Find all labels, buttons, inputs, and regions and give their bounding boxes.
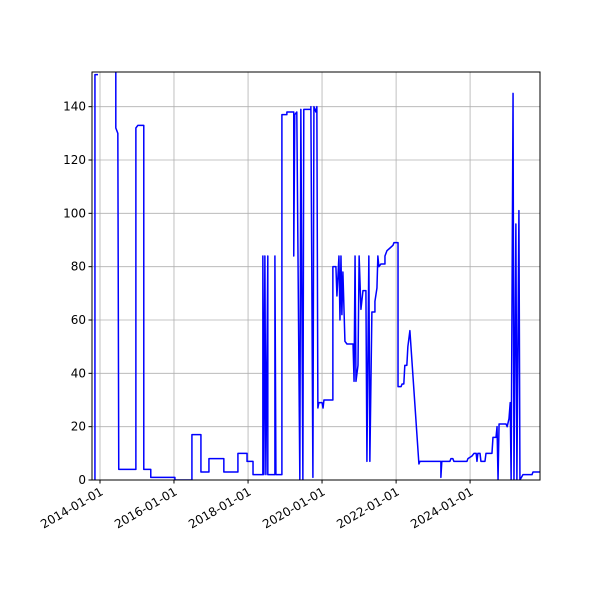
x-tick-label: 2022-01-01 [334, 484, 401, 531]
grid [92, 72, 540, 481]
y-tick-label: 120 [63, 153, 86, 167]
y-tick-label: 40 [71, 366, 86, 380]
y-tick-label: 60 [71, 313, 86, 327]
plot-frame [91, 71, 541, 481]
y-tick-label: 140 [63, 100, 86, 114]
data-line [94, 72, 540, 480]
x-tick-label: 2018-01-01 [186, 484, 253, 531]
x-tick-label: 2024-01-01 [408, 484, 475, 531]
x-tick-label: 2016-01-01 [112, 484, 179, 531]
x-tick-label: 2014-01-01 [38, 484, 105, 531]
plot-area [94, 72, 540, 480]
y-tick-label: 100 [63, 206, 86, 220]
y-tick-label: 80 [71, 260, 86, 274]
y-tick-label: 20 [71, 420, 86, 434]
y-tick-label: 0 [78, 473, 86, 487]
x-tick-label: 2020-01-01 [260, 484, 327, 531]
